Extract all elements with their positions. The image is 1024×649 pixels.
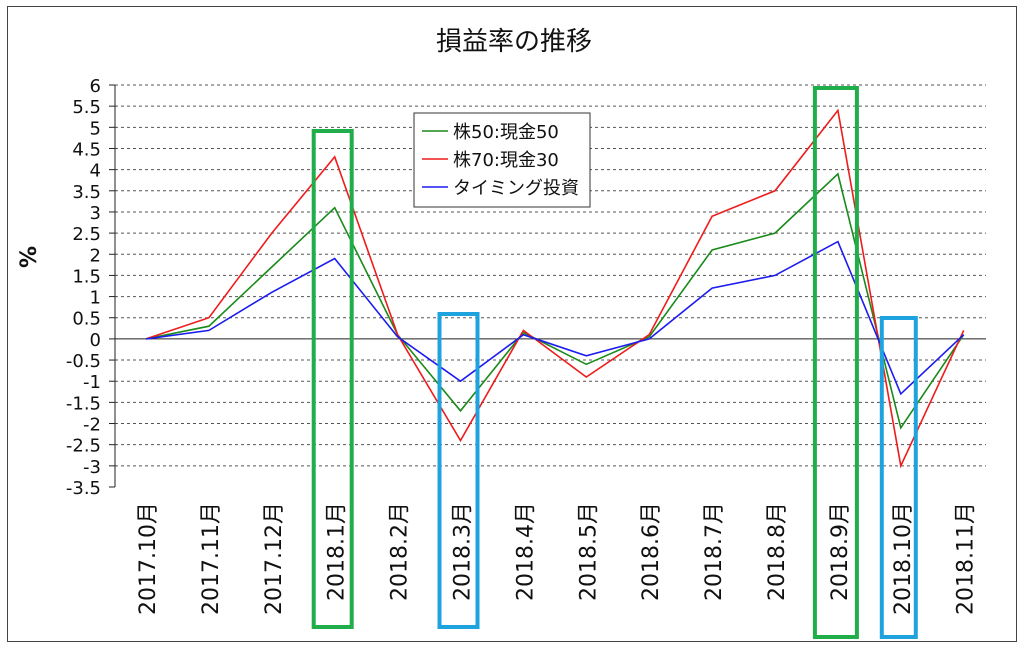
highlight-box	[311, 129, 354, 629]
legend-label: タイミング投資	[453, 178, 579, 199]
y-tick-label: 2	[90, 245, 101, 266]
y-tick-label: 0.5	[72, 309, 101, 330]
y-tick-label: -2	[83, 415, 101, 436]
y-tick-label: -1.5	[66, 393, 101, 414]
highlight-box	[812, 86, 859, 639]
x-tick-label: 2018.7月	[702, 502, 727, 601]
y-tick-label: -2.5	[66, 436, 101, 457]
y-tick-label: 1.5	[72, 266, 101, 287]
highlight-boxes	[311, 86, 918, 639]
chart-title: 損益率の推移	[436, 27, 592, 57]
x-tick-label: 2017.11月	[199, 502, 224, 615]
x-tick-label: 2018.3月	[451, 502, 476, 601]
y-tick-label: 4	[90, 161, 101, 182]
highlight-box	[437, 312, 480, 629]
y-tick-labels: 65.554.543.532.521.510.50-0.5-1-1.5-2-2.…	[66, 76, 101, 499]
series-line-3	[145, 240, 965, 396]
gridlines	[115, 84, 986, 467]
y-tick-label: 6	[90, 76, 101, 97]
series-lines	[145, 108, 965, 469]
y-tick-label: 5	[90, 118, 101, 139]
legend-label: 株70:現金30	[453, 150, 559, 171]
chart-frame: 損益率の推移 % 6 5.5 5 4.5 4 3.5 3 2.5 2 1.5 1 0.5 0 -0.5 -1…	[7, 6, 1017, 642]
x-tick-label: 2018.1月	[325, 502, 350, 601]
x-tick-label: 2018.8月	[765, 502, 790, 601]
highlight-box	[879, 316, 918, 639]
x-tick-label: 2018.9月	[828, 502, 853, 601]
line-chart: 損益率の推移 % 65.554.543.532.521.510.50-0.5-1…	[17, 27, 986, 639]
series-line-1	[145, 172, 965, 430]
x-tick-label: 2017.12月	[262, 502, 287, 615]
y-axis-label: %	[17, 246, 42, 268]
y-tick-label: 2.5	[72, 224, 101, 245]
y-tick-label: 3.5	[72, 182, 101, 203]
y-tick-label: -1	[83, 372, 101, 393]
legend: 株50:現金50 株70:現金30 タイミング投資	[413, 112, 591, 208]
legend-label: 株50:現金50	[453, 122, 559, 143]
x-tick-label: 2018.2月	[388, 502, 413, 601]
x-tick-label: 2018.11月	[954, 502, 979, 615]
series-line-2	[145, 108, 965, 469]
x-tick-label: 2018.10月	[891, 502, 916, 615]
y-tick-label: 0	[90, 330, 101, 351]
y-tick-label: 3	[90, 203, 101, 224]
x-tick-label: 2018.4月	[513, 502, 538, 601]
y-tick-label: -3	[83, 457, 101, 478]
y-tick-label: 1	[90, 288, 101, 309]
x-tick-label: 2018.5月	[576, 502, 601, 601]
axes	[109, 84, 116, 488]
y-tick-label: -0.5	[66, 351, 101, 372]
legend-box	[413, 112, 591, 208]
x-tick-label: 2017.10月	[136, 502, 161, 615]
y-tick-label: 5.5	[72, 97, 101, 118]
y-tick-label: 4.5	[72, 139, 101, 160]
x-tick-label: 2018.6月	[639, 502, 664, 601]
x-tick-labels: 2017.10月 2017.11月 2017.12月 2018.1月 2018.2月 20…	[136, 502, 979, 615]
y-tick-label: -3.5	[66, 478, 101, 499]
